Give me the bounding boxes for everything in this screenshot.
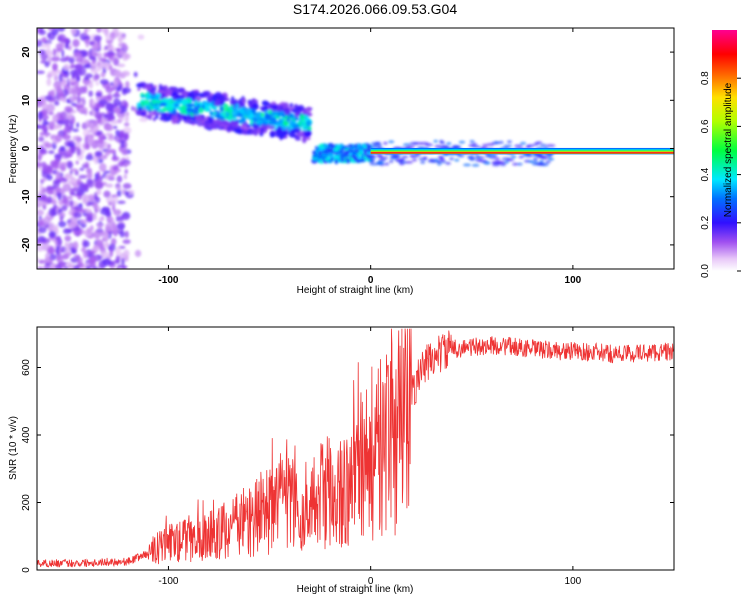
y-tick-label: 10 [21, 94, 32, 106]
spectrogram-y-axis: -20 -10 0 10 20 [21, 46, 674, 252]
snr-y-axis: 0 200 400 600 [21, 359, 674, 573]
colorbar-label: Normalized spectral amplitude [723, 82, 734, 217]
y-tick-label: 600 [21, 359, 32, 376]
x-tick-label: 100 [565, 275, 582, 286]
y-tick-label: 20 [21, 46, 32, 58]
y-tick-label: 400 [21, 426, 32, 443]
y-tick-label: 200 [21, 494, 32, 511]
snr-x-axis: -100 0 100 [158, 327, 582, 587]
figure-title: S174.2026.066.09.53.G04 [292, 1, 458, 17]
colorbar: 0.0 0.2 0.4 0.6 0.8 Normalized spectral ampl… [700, 30, 741, 278]
y-tick-label: -10 [21, 189, 32, 204]
y-tick-label: 0 [21, 145, 32, 151]
y-tick-label: -20 [21, 237, 32, 252]
x-tick-label: -100 [158, 275, 178, 286]
snr-y-label: SNR (10 * v/v) [8, 416, 19, 480]
colorbar-axis: 0.0 0.2 0.4 0.6 0.8 [700, 71, 741, 278]
x-tick-label: 100 [565, 576, 582, 587]
snr-panel: -100 0 100 0 200 400 600 Height of straight l… [8, 326, 675, 595]
spectrogram-x-label: Height of straight line (km) [297, 285, 414, 296]
y-tick-label: 0 [21, 567, 32, 573]
spectrogram-x-axis: -100 0 100 [158, 28, 582, 286]
colorbar-tick-label: 0.6 [700, 119, 711, 133]
colorbar-gradient [712, 30, 737, 271]
spectrogram-y-label: Frequency (Hz) [8, 115, 19, 184]
colorbar-tick-label: 0.4 [700, 167, 711, 181]
snr-series-line [37, 328, 674, 568]
colorbar-tick-label: 0.0 [700, 264, 711, 278]
x-tick-label: 0 [368, 576, 374, 587]
colorbar-tick-label: 0.8 [700, 71, 711, 85]
x-tick-label: -100 [158, 576, 178, 587]
spectrogram-image [37, 28, 674, 269]
colorbar-tick-label: 0.2 [700, 215, 711, 229]
snr-frame [36, 326, 675, 571]
x-tick-label: 0 [368, 275, 374, 286]
snr-x-label: Height of straight line (km) [297, 584, 414, 595]
